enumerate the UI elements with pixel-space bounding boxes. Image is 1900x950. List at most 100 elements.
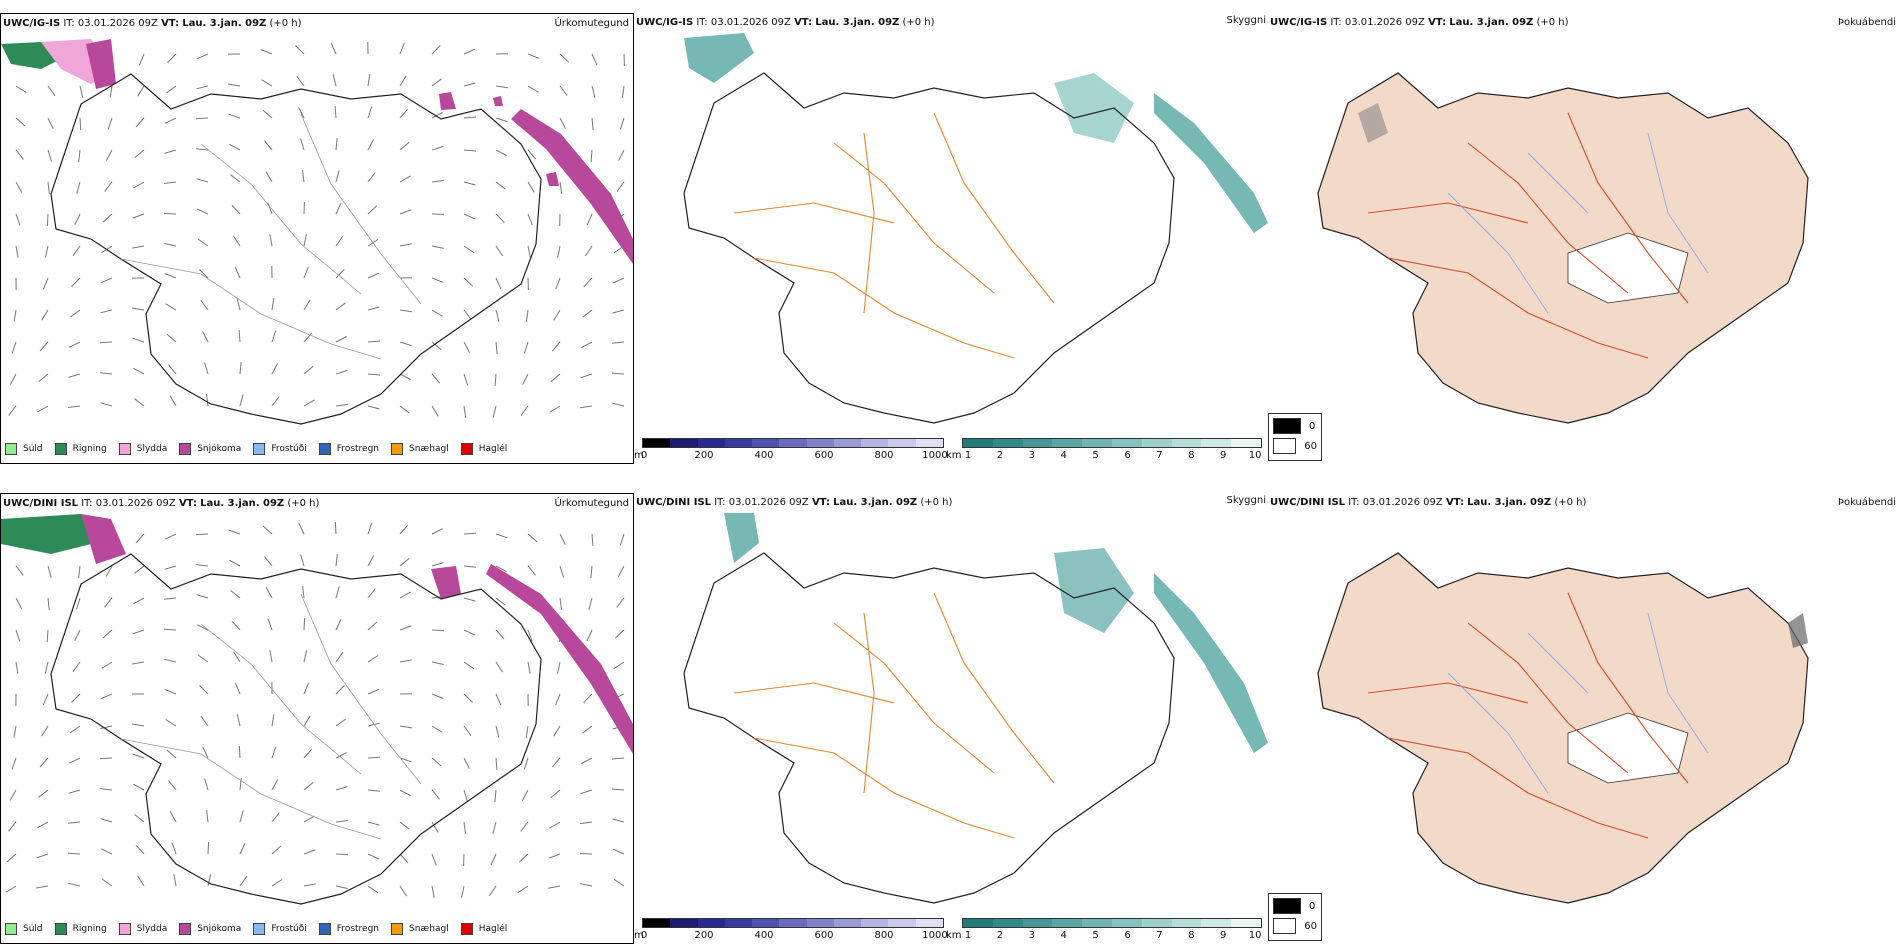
vt-label: VT: [1445, 497, 1464, 508]
wind-barb [204, 362, 209, 375]
wind-barb [518, 853, 529, 863]
wind-barb [334, 521, 337, 535]
wind-barb [296, 76, 305, 87]
vt-label: VT: [811, 497, 830, 508]
wind-barb [586, 629, 593, 642]
wind-barb [41, 309, 49, 321]
wind-barb [612, 402, 625, 407]
wind-barb [463, 693, 473, 703]
colorbar-segment [861, 919, 889, 927]
wind-barb [230, 174, 241, 183]
tick: 10 [1248, 450, 1262, 461]
wind-barb [8, 405, 17, 416]
legend-label: Snæhagl [409, 924, 449, 934]
wind-barb [431, 629, 445, 631]
wind-barb [335, 618, 342, 631]
wind-barb [300, 138, 305, 151]
wind-barb [495, 533, 508, 539]
panel-header: UWC/DINI ISL IT: 03.01.2026 09Z VT: Lau.… [636, 497, 952, 508]
legend-swatch [391, 923, 404, 935]
tick: 8 [1188, 930, 1195, 941]
wind-barb [559, 53, 570, 63]
wind-barbs [5, 521, 625, 898]
elevation-unit: m [634, 930, 644, 941]
wind-barb [68, 821, 81, 824]
wind-barb [495, 757, 498, 771]
wind-barb [611, 788, 625, 791]
colorbar-segment [1022, 919, 1053, 927]
wind-barb [431, 725, 443, 733]
legend-swatch [318, 443, 331, 455]
wind-barb [132, 723, 145, 727]
wind-barb [431, 277, 444, 283]
wind-barb [72, 661, 81, 672]
wind-barb [367, 306, 380, 311]
panel-header: UWC/IG-IS IT: 03.01.2026 09Z VT: Lau. 3.… [636, 17, 935, 28]
wind-barb [9, 789, 17, 801]
wind-barb [614, 629, 625, 639]
wind-barb [271, 330, 277, 343]
precip-type-panel-2: UWC/DINI ISL IT: 03.01.2026 09Z VT: Lau.… [0, 493, 634, 944]
tick: 6 [1124, 930, 1131, 941]
wind-barb [232, 235, 241, 247]
wind-barb [527, 245, 531, 258]
wind-barb [335, 554, 338, 567]
legend-label: Haglél [478, 924, 508, 934]
legend-label: Rigning [72, 444, 107, 454]
wind-barb [550, 789, 561, 799]
panel-title: Úrkomutegund [554, 18, 629, 29]
wind-barb [591, 85, 596, 98]
wind-barb [611, 757, 625, 760]
colorbar-segment [915, 439, 943, 447]
wind-barb [196, 564, 209, 567]
low-vis-area [1054, 73, 1134, 143]
wind-barb [335, 752, 348, 759]
wind-barb [135, 844, 145, 855]
low-vis-area [724, 513, 759, 563]
wind-barb [335, 403, 348, 407]
wind-barb [580, 373, 593, 379]
wind-barb [46, 629, 49, 643]
wind-barb [580, 405, 593, 409]
colorbar-segment [1022, 439, 1053, 447]
wind-barb [335, 170, 340, 183]
roads [733, 592, 1055, 839]
fog-panel-2: UWC/DINI ISL IT: 03.01.2026 09Z VT: Lau.… [1268, 493, 1900, 944]
wind-barb [132, 213, 145, 219]
wind-barb [132, 753, 145, 759]
colorbar-segment [963, 919, 993, 927]
tick: 0 [640, 450, 648, 461]
wind-barb [335, 786, 348, 791]
panel-title: Skyggni [1226, 15, 1266, 26]
colorbar-segment [888, 439, 916, 447]
tick: 2 [996, 450, 1004, 461]
vt-value: Lau. 3.jan. 09Z [200, 498, 285, 509]
legend-item: Snæhagl [391, 443, 449, 455]
wind-barb [490, 853, 497, 866]
wind-barb [367, 821, 380, 826]
low-vis-band [1154, 93, 1268, 233]
legend-item: Slydda [118, 443, 167, 455]
colorbar-segment [1111, 919, 1142, 927]
wind-barb [335, 138, 338, 151]
wind-barb [555, 693, 561, 706]
colorbar-segment [833, 919, 862, 927]
wind-barb [367, 789, 380, 792]
wind-barb [206, 810, 209, 823]
wind-barb [303, 883, 316, 887]
legend-swatch [460, 923, 473, 935]
wind-barb [431, 309, 443, 317]
colorbar-segment [643, 919, 671, 927]
wind-barb [367, 272, 380, 279]
wind-barb [42, 693, 49, 706]
wind-barb [613, 878, 625, 887]
wind-barb [100, 277, 113, 284]
wind-barb [43, 277, 49, 290]
wind-barb [164, 597, 177, 600]
wind-barb [47, 85, 56, 97]
wind-barb [169, 395, 177, 407]
wind-barb [166, 333, 177, 343]
tick: 400 [754, 450, 774, 461]
wind-barb [399, 885, 408, 897]
wind-barb [367, 139, 375, 151]
